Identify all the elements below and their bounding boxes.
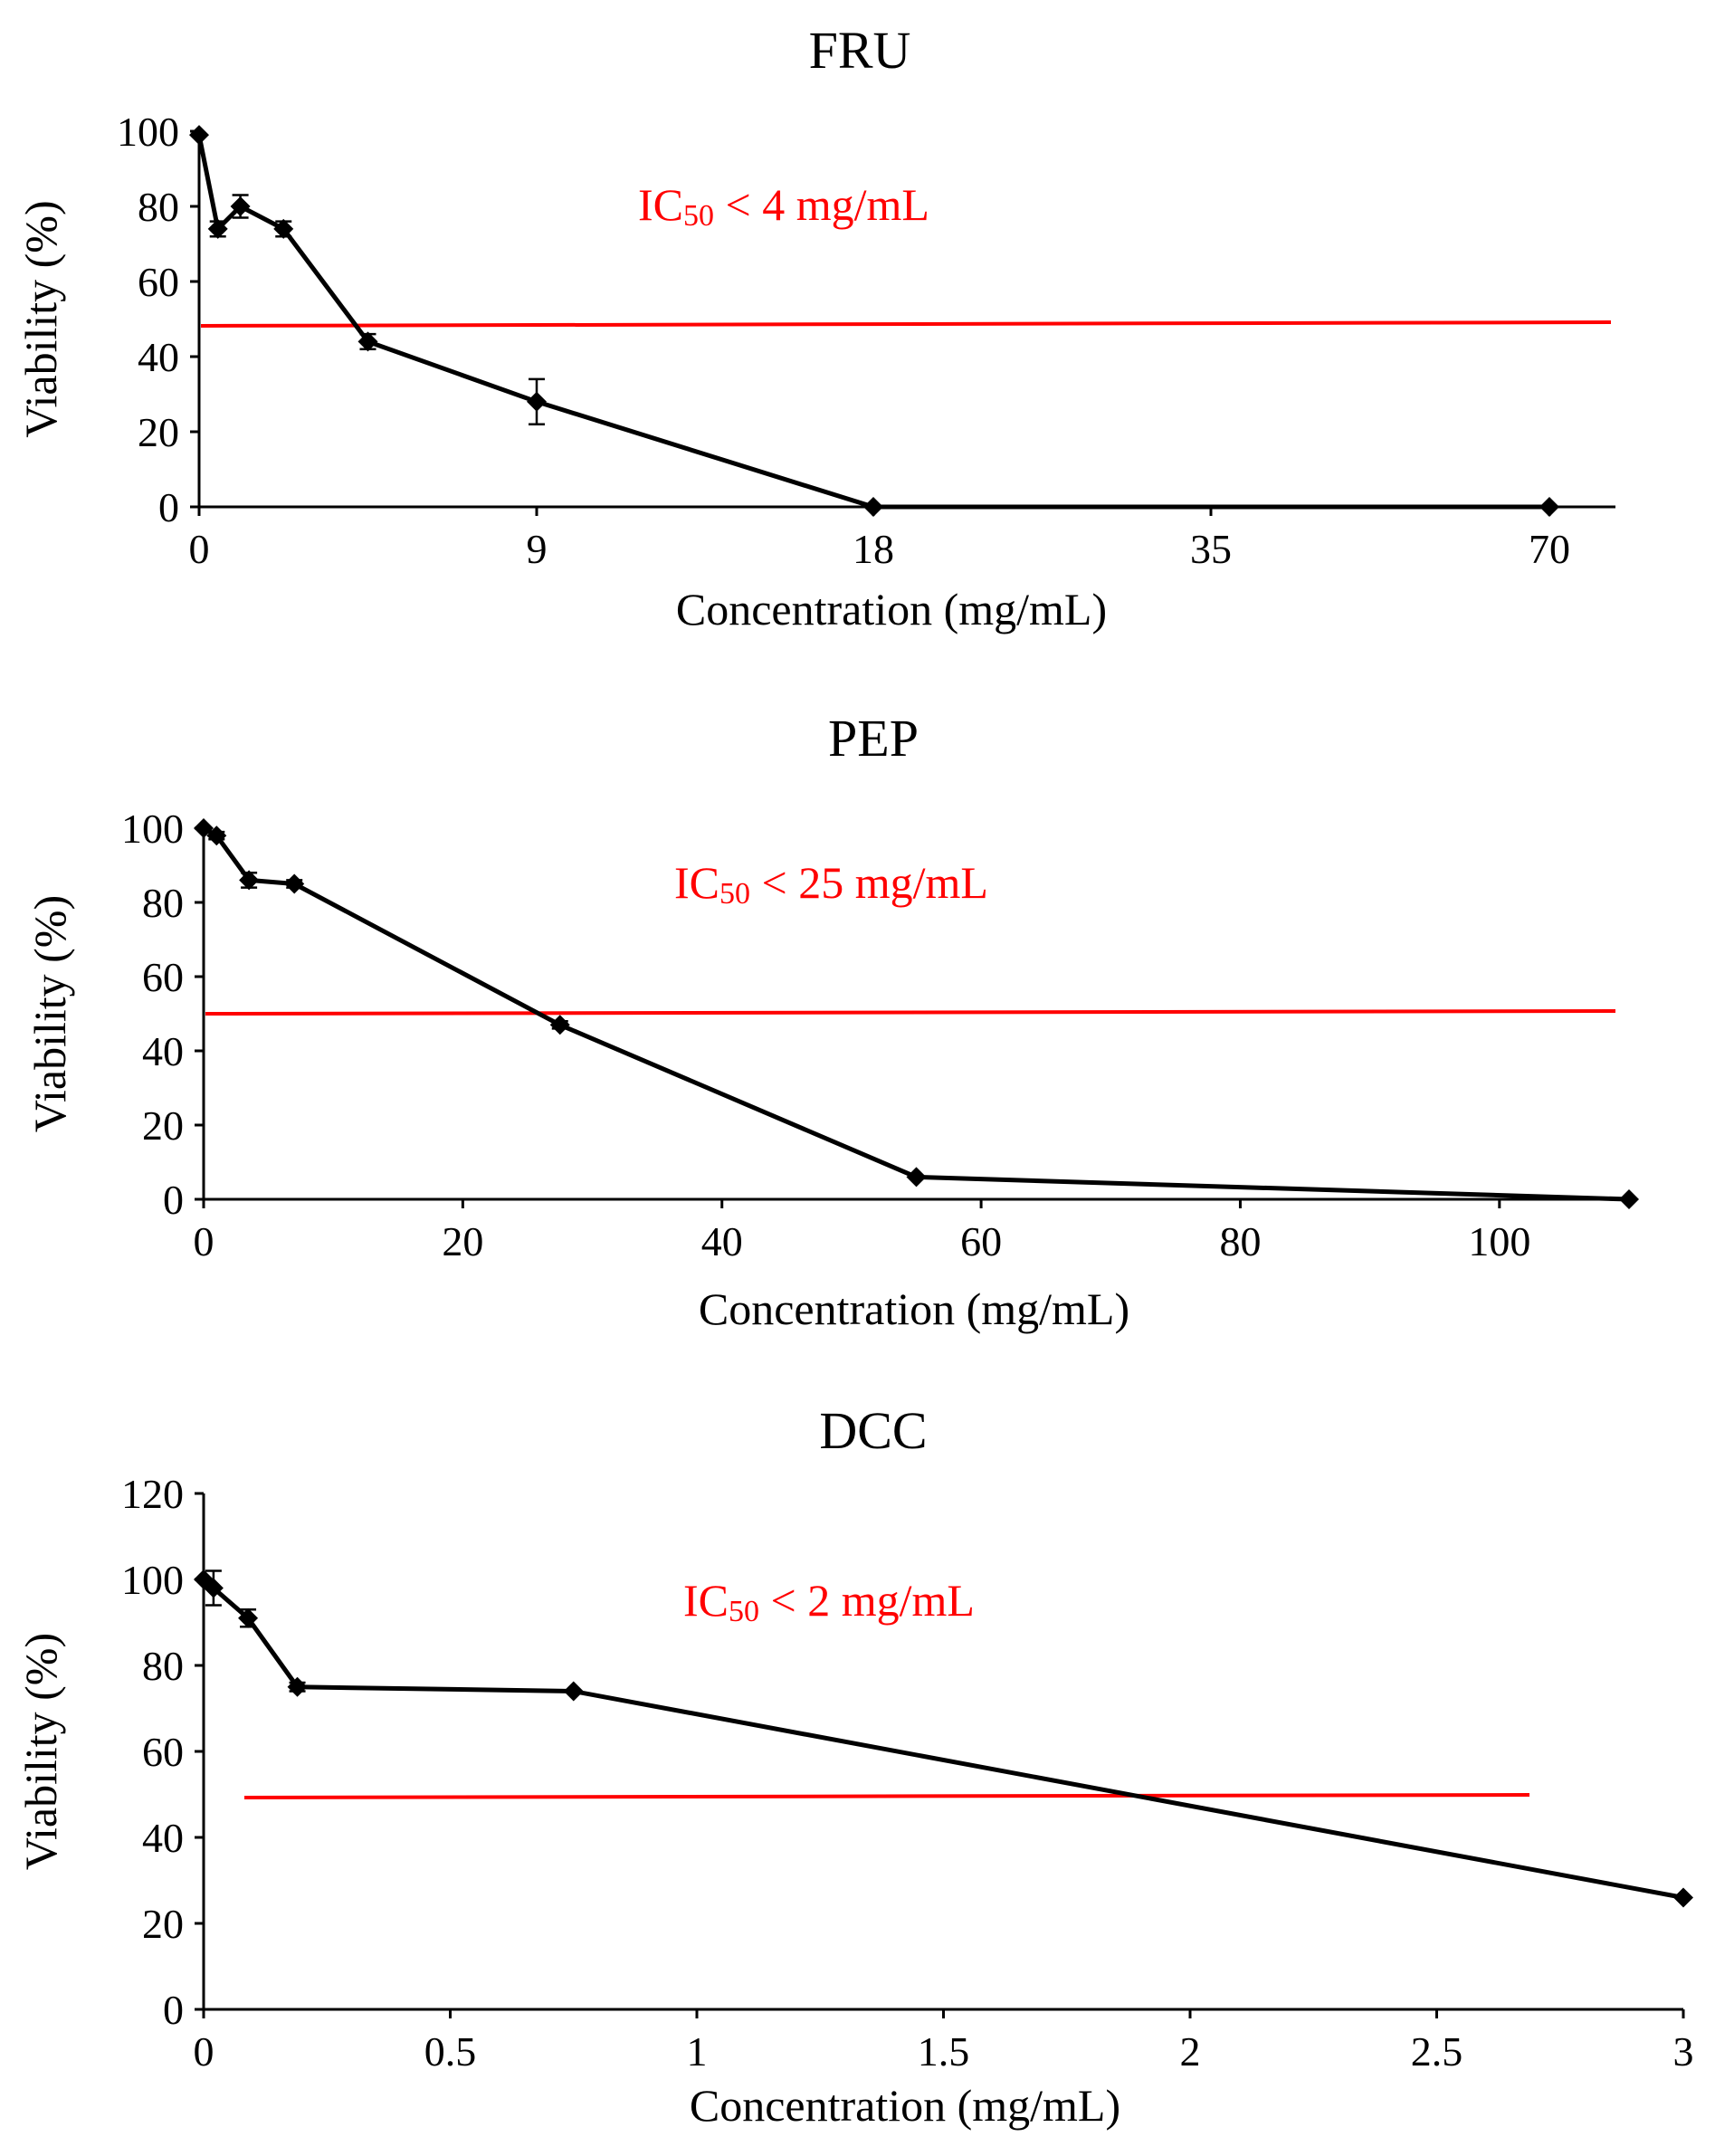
y-tick-label: 100	[121, 1557, 184, 1603]
data-point	[273, 218, 294, 239]
data-point	[194, 818, 214, 838]
data-point	[527, 391, 547, 412]
ic50-text: < 25 mg/mL	[750, 857, 988, 908]
x-tick-label: 40	[701, 1218, 743, 1264]
x-tick-label: 80	[1219, 1218, 1261, 1264]
chart-title: DCC	[819, 1401, 927, 1460]
y-tick-label: 0	[163, 1177, 184, 1223]
y-tick-label: 60	[142, 954, 184, 1000]
ic50-annotation: IC50 < 2 mg/mL	[683, 1575, 975, 1628]
x-tick-label: 100	[1468, 1218, 1530, 1264]
x-tick-label: 3	[1673, 2028, 1694, 2075]
data-point	[906, 1167, 927, 1188]
data-point	[1539, 497, 1559, 517]
x-tick-label: 2	[1180, 2028, 1201, 2075]
data-point	[189, 125, 209, 146]
ic50-text: < 2 mg/mL	[759, 1575, 975, 1626]
y-tick-label: 40	[142, 1028, 184, 1074]
data-point	[203, 1578, 224, 1598]
x-tick-label: 0	[189, 526, 210, 572]
x-axis-label: Concentration (mg/mL)	[699, 1283, 1129, 1334]
y-tick-label: 80	[142, 880, 184, 926]
x-tick-label: 1.5	[918, 2028, 970, 2075]
y-tick-label: 100	[121, 806, 184, 852]
ic50-annotation: IC50 < 25 mg/mL	[674, 857, 988, 911]
x-tick-label: 1	[687, 2028, 708, 2075]
y-tick-label: 40	[138, 334, 179, 380]
y-axis-label: Viability (%)	[15, 1633, 66, 1870]
y-tick-label: 120	[121, 1471, 184, 1517]
y-tick-label: 60	[142, 1729, 184, 1775]
data-point	[563, 1681, 584, 1702]
x-tick-label: 20	[442, 1218, 483, 1264]
x-tick-label: 0	[194, 2028, 214, 2075]
ic50-subscript: 50	[719, 877, 750, 911]
x-tick-label: 70	[1529, 526, 1570, 572]
data-point	[1619, 1189, 1639, 1209]
data-point	[284, 873, 305, 894]
chart-panel-fru: FRU 0 20 40 60 80 100 0 9 18 35 70 Concentration (mg…	[15, 21, 1615, 634]
data-point	[549, 1015, 570, 1035]
data-point	[287, 1676, 308, 1697]
data-point	[357, 331, 378, 352]
y-axis-label: Viability (%)	[24, 895, 75, 1132]
ic50-subscript: 50	[729, 1595, 759, 1628]
x-axis-label: Concentration (mg/mL)	[690, 2080, 1120, 2131]
threshold-line	[200, 320, 1612, 328]
chart-panel-pep: PEP 0 20 40 60 80 100 0 20 40 60 80 100 Concentration…	[24, 709, 1639, 1334]
x-tick-label: 9	[527, 526, 548, 572]
x-tick-label: 2.5	[1411, 2028, 1463, 2075]
chart-title: FRU	[809, 21, 911, 80]
data-point	[863, 497, 883, 517]
x-tick-label: 0.5	[424, 2028, 477, 2075]
y-tick-label: 80	[138, 184, 179, 230]
ic50-text: < 4 mg/mL	[714, 179, 929, 230]
ic50-prefix: IC	[638, 179, 683, 230]
x-axis-label: Concentration (mg/mL)	[676, 584, 1107, 634]
series-line	[202, 1578, 1684, 1900]
y-tick-label: 20	[142, 1901, 184, 1947]
y-tick-label: 0	[163, 1987, 184, 2033]
chart-title: PEP	[828, 709, 919, 768]
y-axis-label: Viability (%)	[15, 200, 66, 437]
data-point	[1673, 1887, 1693, 1908]
data-point	[207, 218, 228, 239]
x-tick-label: 60	[960, 1218, 1002, 1264]
y-tick-label: 40	[142, 1815, 184, 1861]
y-tick-label: 0	[158, 484, 179, 530]
data-point	[239, 870, 260, 891]
x-tick-label: 35	[1190, 526, 1232, 572]
ic50-prefix: IC	[683, 1575, 729, 1626]
ic50-annotation: IC50 < 4 mg/mL	[638, 179, 929, 233]
y-tick-label: 80	[142, 1643, 184, 1689]
y-tick-label: 20	[138, 409, 179, 455]
threshold-line	[243, 1793, 1530, 1799]
data-point	[206, 825, 227, 846]
y-tick-label: 60	[138, 259, 179, 305]
data-point	[238, 1607, 259, 1628]
threshold-line	[205, 1009, 1616, 1016]
ic50-prefix: IC	[674, 857, 719, 908]
ic50-subscript: 50	[683, 199, 714, 233]
y-tick-label: 100	[117, 109, 179, 155]
x-tick-label: 0	[194, 1218, 214, 1264]
x-tick-label: 18	[853, 526, 894, 572]
y-tick-label: 20	[142, 1102, 184, 1149]
chart-panel-dcc: DCC 0 20 40 60 80 100 120 0 0.5 1 1.5 2 2.5 3 Concentra…	[15, 1401, 1694, 2131]
data-point	[230, 196, 251, 216]
